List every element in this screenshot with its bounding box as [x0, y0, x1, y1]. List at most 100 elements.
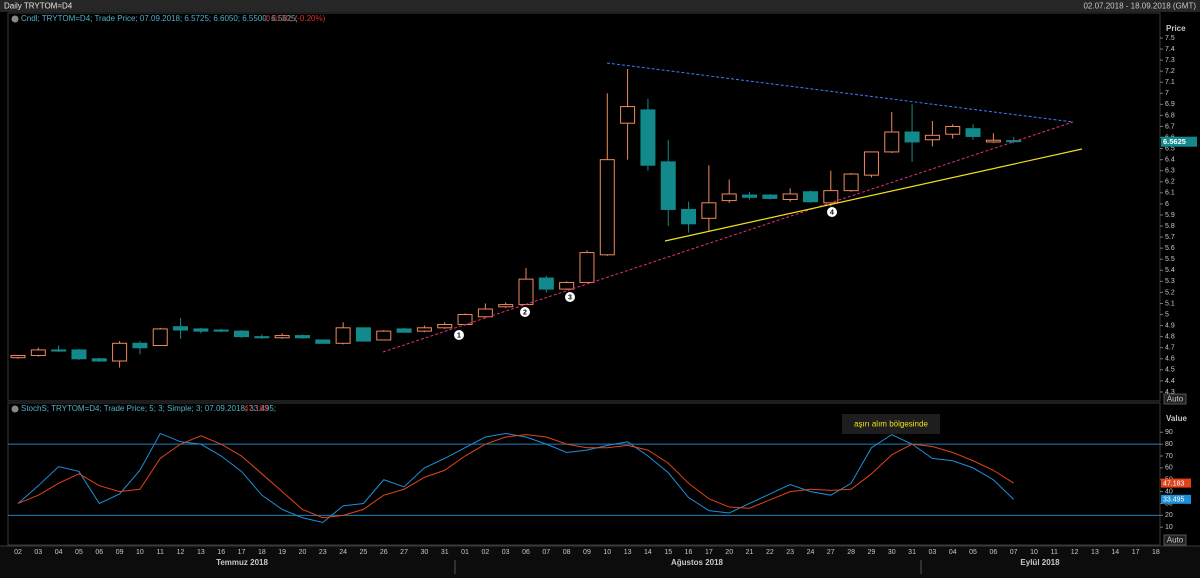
candle-body: [355, 327, 371, 342]
y-tick-label: 5.1: [1165, 300, 1175, 307]
x-tick-label: 10: [603, 549, 611, 556]
x-tick-label: 10: [136, 549, 144, 556]
x-tick-label: 03: [502, 549, 510, 556]
candle-body: [559, 281, 575, 290]
last-value-box: [1161, 478, 1191, 488]
marker-label: 4: [830, 209, 834, 216]
y-tick-label: 90: [1165, 429, 1173, 436]
x-tick-label: 01: [461, 549, 469, 556]
x-tick-label: 02: [481, 549, 489, 556]
x-tick-label: 10: [1030, 549, 1038, 556]
x-tick-label: 07: [542, 549, 550, 556]
x-tick-label: 19: [278, 549, 286, 556]
plot-layer: 4.3 4.4 4.5 4.6 4.7 4.8 4.9 5 5.1 5.2 5.3 5.4 5.5 5.6…: [8, 35, 1197, 556]
x-tick-label: 13: [1091, 549, 1099, 556]
price-legend-change: -0.0130; (-0.20%): [263, 14, 326, 23]
y-tick-label: 7.4: [1165, 46, 1175, 53]
candle-body: [620, 106, 636, 124]
candle-body: [10, 354, 26, 359]
x-tick-label: 17: [705, 549, 713, 556]
candle-body: [30, 349, 46, 356]
x-tick-label: 14: [1111, 549, 1119, 556]
y-tick-label: 6.5: [1165, 145, 1175, 152]
x-tick-label: 15: [664, 549, 672, 556]
y-axis-title: Value: [1166, 414, 1187, 423]
x-tick-label: 13: [624, 549, 632, 556]
x-tick-label: 25: [360, 549, 368, 556]
stoch-legend: StochS; TRYTOM=D4; Trade Price; 5; 3; Si…: [21, 404, 276, 413]
candle-body: [376, 330, 392, 341]
title-bar: [0, 0, 1200, 12]
candle-body: [152, 328, 168, 347]
y-tick-label: 5.6: [1165, 245, 1175, 252]
candle-body: [518, 278, 534, 306]
x-tick-label: 22: [766, 549, 774, 556]
y-tick-label: 7.3: [1165, 57, 1175, 64]
y-tick-label: 60: [1165, 465, 1173, 472]
y-tick-label: 5.2: [1165, 289, 1175, 296]
x-tick-label: 24: [807, 549, 815, 556]
marker-label: 2: [523, 309, 527, 316]
candle-body: [132, 342, 148, 349]
x-tick-label: 03: [34, 549, 42, 556]
x-tick-label: 30: [421, 549, 429, 556]
candle-body: [193, 328, 209, 332]
marker: [520, 307, 530, 317]
x-tick-label: 13: [197, 549, 205, 556]
y-tick-label: 4.3: [1165, 389, 1175, 396]
x-tick-label: 27: [400, 549, 408, 556]
candle-body: [762, 194, 778, 199]
x-tick-label: 20: [299, 549, 307, 556]
last-value-box: [1161, 494, 1191, 504]
x-tick-label: 17: [1132, 549, 1140, 556]
stoch-line: [17, 434, 1014, 519]
auto-button-label[interactable]: Auto: [1167, 536, 1184, 545]
month-label: Ağustos 2018: [671, 558, 724, 567]
x-tick-label: 12: [1071, 549, 1079, 556]
x-tick-label: 31: [908, 549, 916, 556]
trend-line-upper: [606, 62, 1074, 123]
auto-button[interactable]: [1163, 534, 1187, 546]
last-value-label: 47.183: [1163, 480, 1185, 487]
candle-body: [985, 139, 1001, 143]
marker-label: 1: [457, 332, 461, 339]
x-tick-label: 05: [969, 549, 977, 556]
annotation-box: [842, 414, 940, 434]
legend-icon[interactable]: [11, 405, 19, 413]
y-tick-label: 4.7: [1165, 345, 1175, 352]
candle-body: [843, 173, 859, 192]
x-tick-label: 08: [563, 549, 571, 556]
last-value-label: 33.495: [1163, 497, 1185, 504]
candle-body: [538, 277, 554, 290]
x-axis-band: [0, 546, 1200, 578]
month-label: Temmuz 2018: [216, 558, 268, 567]
x-tick-label: 29: [868, 549, 876, 556]
candle-body: [884, 131, 900, 153]
candle-body: [254, 336, 270, 339]
x-tick-label: 06: [989, 549, 997, 556]
candle-body: [782, 193, 798, 200]
y-tick-label: 7.2: [1165, 68, 1175, 75]
candle-body: [681, 208, 697, 225]
y-tick-label: 6.7: [1165, 123, 1175, 130]
auto-button[interactable]: [1163, 393, 1187, 405]
y-tick-label: 4.8: [1165, 334, 1175, 341]
y-tick-label: 40: [1165, 488, 1173, 495]
auto-button-label[interactable]: Auto: [1167, 395, 1184, 404]
y-tick-label: 6.4: [1165, 157, 1175, 164]
candle-body: [51, 349, 67, 352]
y-tick-label: 6.2: [1165, 179, 1175, 186]
x-tick-label: 11: [157, 549, 164, 556]
trend-line-lower: [382, 121, 1074, 353]
stoch-legend-last: 47.183: [244, 404, 269, 413]
x-tick-label: 05: [75, 549, 83, 556]
candle-body: [721, 193, 737, 202]
candle-body: [396, 328, 412, 333]
x-tick-label: 04: [949, 549, 957, 556]
x-tick-label: 24: [339, 549, 347, 556]
legend-icon[interactable]: [11, 15, 19, 23]
x-tick-label: 26: [380, 549, 388, 556]
candle-body: [640, 109, 656, 166]
candle-body: [498, 304, 514, 308]
x-tick-label: 06: [522, 549, 530, 556]
